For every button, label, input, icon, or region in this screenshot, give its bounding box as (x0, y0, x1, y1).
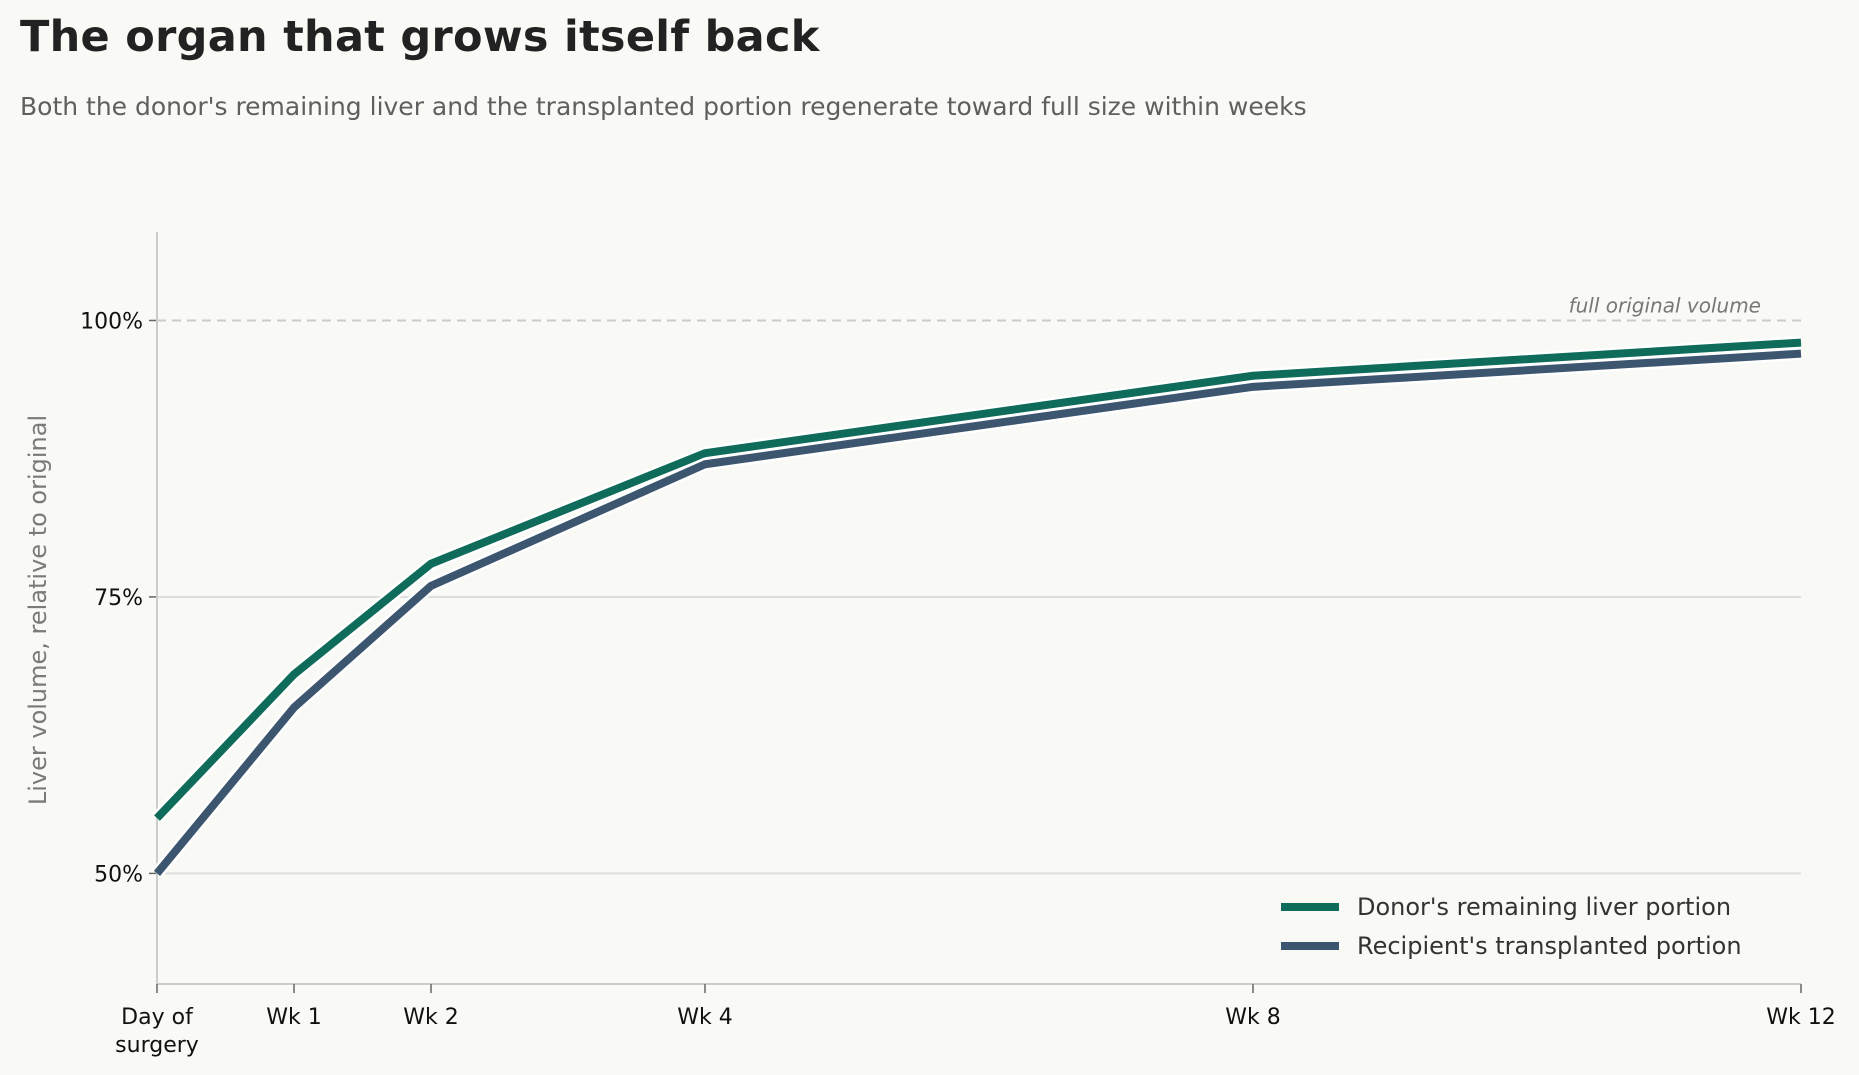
x-tick-label: Wk 4 (677, 1005, 732, 1030)
axes: 50% 75% 100% Day of surgery Wk 1 Wk 2 Wk 4 Wk 8 W… (24, 232, 1836, 1058)
series-line (154, 338, 1802, 821)
y-axis-title: Liver volume, relative to original (24, 415, 52, 805)
x-tick-label: Wk 1 (266, 1005, 321, 1030)
y-tick-label: 100% (80, 309, 143, 334)
x-tick-label: Wk 8 (1225, 1005, 1280, 1030)
reference-line-group: full original volume (157, 293, 1801, 322)
y-tick-label: 50% (94, 862, 143, 887)
grid-lines (157, 595, 1801, 875)
chart-subtitle: Both the donor's remaining liver and the… (20, 92, 1307, 121)
x-tick-label: Wk 2 (403, 1005, 458, 1030)
series-lines (151, 336, 1802, 878)
legend: Donor's remaining liver portion Recipient… (1281, 893, 1742, 960)
chart-title: The organ that grows itself back (20, 12, 820, 62)
reference-line-label: full original volume (1569, 293, 1761, 317)
x-tick-label: Day of surgery (115, 1005, 199, 1058)
series-line (153, 349, 1802, 876)
legend-label: Donor's remaining liver portion (1357, 893, 1731, 921)
legend-label: Recipient's transplanted portion (1357, 932, 1742, 960)
x-tick-label: Wk 12 (1766, 1005, 1835, 1030)
y-tick-label: 75% (94, 586, 143, 611)
